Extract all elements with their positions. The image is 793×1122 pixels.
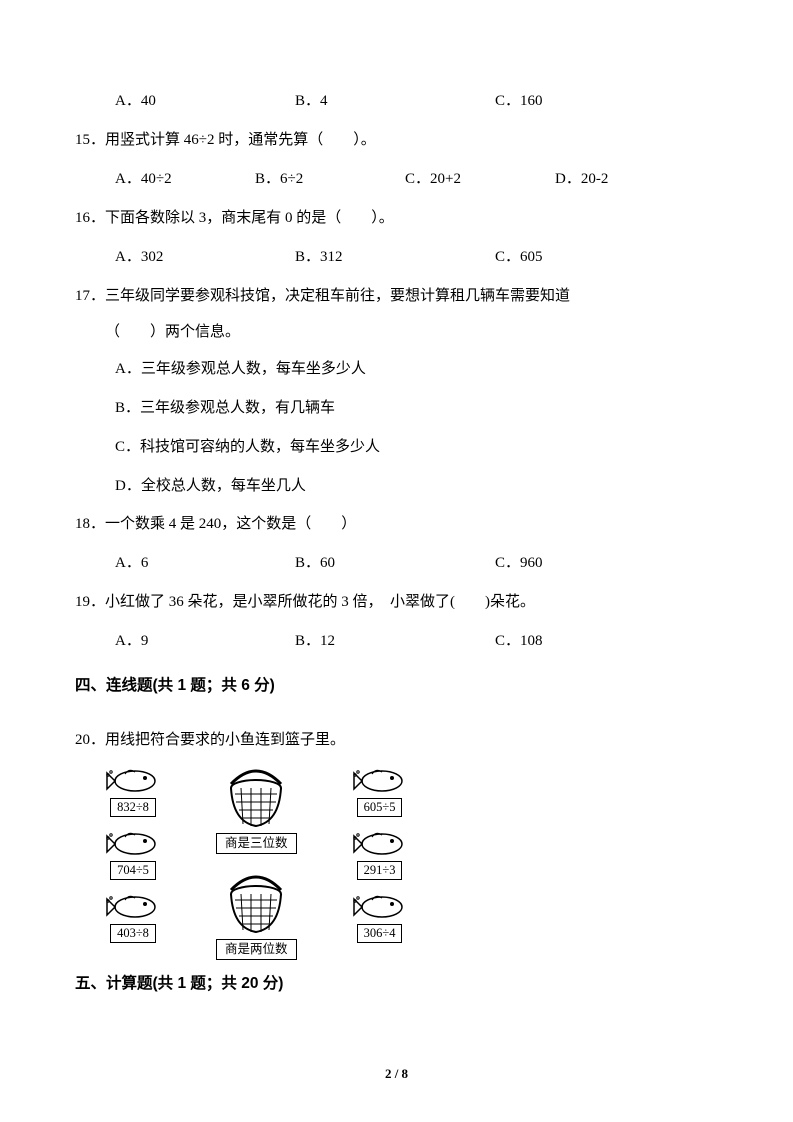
fish-label: 832÷8 bbox=[110, 798, 156, 817]
q20-figure: 832÷8 704÷5 bbox=[105, 766, 718, 960]
q17-opt-a[interactable]: A．三年级参观总人数，每车坐多少人 bbox=[115, 350, 718, 389]
q16-opt-a[interactable]: A．302 bbox=[115, 236, 295, 278]
basket-icon bbox=[221, 872, 291, 936]
fish-left-col: 832÷8 704÷5 bbox=[105, 766, 161, 943]
q18-text: 18．一个数乘 4 是 240，这个数是（ ） bbox=[75, 506, 718, 542]
fish-icon bbox=[352, 892, 408, 922]
q15-text: 15．用竖式计算 46÷2 时，通常先算（ ）。 bbox=[75, 122, 718, 158]
fish-item[interactable]: 306÷4 bbox=[352, 892, 408, 943]
q19-text: 19．小红做了 36 朵花，是小翠所做花的 3 倍， 小翠做了( )朵花。 bbox=[75, 584, 718, 620]
q20-text: 20．用线把符合要求的小鱼连到篮子里。 bbox=[75, 722, 718, 758]
q16-opt-c[interactable]: C．605 bbox=[495, 236, 543, 278]
q14-options: A．40 B．4 C．160 bbox=[75, 80, 718, 122]
fish-label: 306÷4 bbox=[357, 924, 403, 943]
fish-label: 291÷3 bbox=[357, 861, 403, 880]
fish-item[interactable]: 403÷8 bbox=[105, 892, 161, 943]
q17-opt-b[interactable]: B．三年级参观总人数，有几辆车 bbox=[115, 389, 718, 428]
fish-item[interactable]: 291÷3 bbox=[352, 829, 408, 880]
q14-opt-c[interactable]: C．160 bbox=[495, 80, 543, 122]
fish-icon bbox=[105, 766, 161, 796]
q19-opt-a[interactable]: A．9 bbox=[115, 620, 295, 662]
q15-opt-c[interactable]: C．20+2 bbox=[405, 158, 555, 200]
q15-opt-d[interactable]: D．20-2 bbox=[555, 158, 608, 200]
basket-col: 商是三位数 商是两位数 bbox=[216, 766, 297, 960]
q18-opt-b[interactable]: B．60 bbox=[295, 542, 495, 584]
q19-opt-b[interactable]: B．12 bbox=[295, 620, 495, 662]
q14-opt-b[interactable]: B．4 bbox=[295, 80, 495, 122]
basket-icon bbox=[221, 766, 291, 830]
q18-options: A．6 B．60 C．960 bbox=[75, 542, 718, 584]
q14-opt-a[interactable]: A．40 bbox=[115, 80, 295, 122]
fish-label: 403÷8 bbox=[110, 924, 156, 943]
fish-right-col: 605÷5 291÷3 bbox=[352, 766, 408, 943]
q15-options: A．40÷2 B．6÷2 C．20+2 D．20-2 bbox=[75, 158, 718, 200]
basket-label: 商是两位数 bbox=[216, 939, 297, 960]
q19-options: A．9 B．12 C．108 bbox=[75, 620, 718, 662]
q19-opt-c[interactable]: C．108 bbox=[495, 620, 543, 662]
q16-opt-b[interactable]: B．312 bbox=[295, 236, 495, 278]
fish-label: 605÷5 bbox=[357, 798, 403, 817]
basket-item[interactable]: 商是三位数 bbox=[216, 766, 297, 854]
q17-options: A．三年级参观总人数，每车坐多少人 B．三年级参观总人数，有几辆车 C．科技馆可… bbox=[75, 350, 718, 506]
fish-icon bbox=[352, 829, 408, 859]
q17-opt-d[interactable]: D．全校总人数，每车坐几人 bbox=[115, 467, 718, 506]
q15-opt-b[interactable]: B．6÷2 bbox=[255, 158, 405, 200]
fish-icon bbox=[105, 892, 161, 922]
fish-label: 704÷5 bbox=[110, 861, 156, 880]
basket-item[interactable]: 商是两位数 bbox=[216, 872, 297, 960]
fish-icon bbox=[352, 766, 408, 796]
q17-line2: （ ）两个信息。 bbox=[75, 314, 718, 350]
q18-opt-a[interactable]: A．6 bbox=[115, 542, 295, 584]
basket-label: 商是三位数 bbox=[216, 833, 297, 854]
fish-icon bbox=[105, 829, 161, 859]
fish-item[interactable]: 704÷5 bbox=[105, 829, 161, 880]
q15-opt-a[interactable]: A．40÷2 bbox=[115, 158, 255, 200]
section4-title: 四、连线题(共 1 题；共 6 分) bbox=[75, 666, 718, 706]
fish-item[interactable]: 832÷8 bbox=[105, 766, 161, 817]
page-footer: 2 / 8 bbox=[0, 1066, 793, 1082]
q17-opt-c[interactable]: C．科技馆可容纳的人数，每车坐多少人 bbox=[115, 428, 718, 467]
q16-text: 16．下面各数除以 3，商末尾有 0 的是（ ）。 bbox=[75, 200, 718, 236]
fish-item[interactable]: 605÷5 bbox=[352, 766, 408, 817]
q18-opt-c[interactable]: C．960 bbox=[495, 542, 543, 584]
section5-title: 五、计算题(共 1 题；共 20 分) bbox=[75, 964, 718, 1004]
q16-options: A．302 B．312 C．605 bbox=[75, 236, 718, 278]
q17-line1: 17．三年级同学要参观科技馆，决定租车前往，要想计算租几辆车需要知道 bbox=[75, 278, 718, 314]
